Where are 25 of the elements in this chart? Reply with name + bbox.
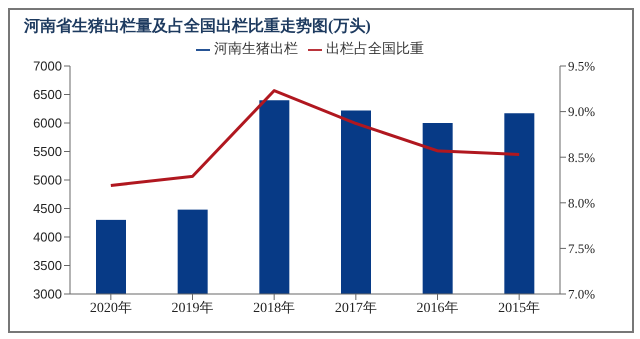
y2-tick-label: 9.0% <box>568 104 596 120</box>
x-tick-label: 2020年 <box>90 300 132 316</box>
y2-tick-label: 8.0% <box>568 195 596 210</box>
y-tick-label: 5500 <box>33 144 62 160</box>
y2-tick-label: 9.5% <box>568 58 596 74</box>
line-series <box>109 89 521 187</box>
y-tick-label: 7000 <box>33 58 62 74</box>
y-tick-label: 5000 <box>33 172 62 188</box>
y2-tick-label: 7.0% <box>568 286 596 302</box>
y-tick-label: 4000 <box>33 230 62 245</box>
y2-tick-label: 8.5% <box>568 150 596 165</box>
x-tick-label: 2018年 <box>253 300 296 316</box>
y-tick-label: 6000 <box>33 116 62 131</box>
y-tick-label: 4500 <box>33 201 62 216</box>
y-tick-label: 3500 <box>33 258 62 274</box>
y-tick-label: 6500 <box>33 87 62 102</box>
y2-tick-label: 7.5% <box>568 241 596 256</box>
x-tick-label: 2015年 <box>498 300 540 316</box>
x-tick-label: 2019年 <box>172 300 214 316</box>
y-tick-label: 3000 <box>33 286 62 302</box>
chart-title: 河南省生猪出栏量及占全国出栏比重走势图(万头) <box>24 16 371 37</box>
x-tick-label: 2016年 <box>416 300 458 316</box>
legend-label: 河南生猪出栏 <box>214 42 298 57</box>
x-tick-label: 2017年 <box>334 300 377 316</box>
legend-label: 出栏占全国比重 <box>326 42 424 57</box>
